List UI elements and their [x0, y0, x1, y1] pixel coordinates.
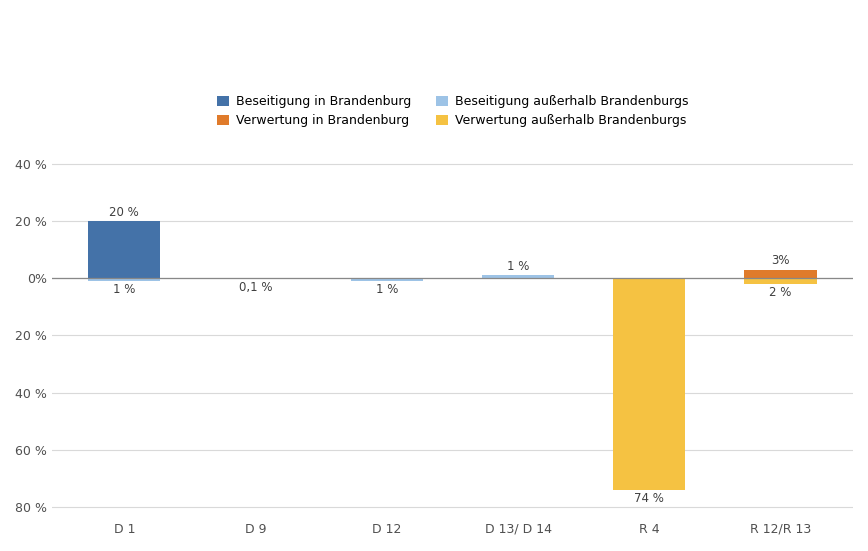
Bar [89, 221, 161, 278]
Text: 74 %: 74 % [635, 492, 664, 505]
Text: 1 %: 1 % [113, 283, 135, 296]
Bar [482, 276, 554, 278]
Text: 1 %: 1 % [376, 283, 398, 296]
Legend: Beseitigung in Brandenburg, Verwertung in Brandenburg, Beseitigung außerhalb Bra: Beseitigung in Brandenburg, Verwertung i… [212, 90, 693, 132]
Bar [351, 278, 423, 281]
Bar [89, 278, 161, 281]
Text: 1 %: 1 % [507, 260, 529, 273]
Bar [745, 270, 817, 278]
Text: 2 %: 2 % [769, 287, 792, 299]
Bar [613, 278, 686, 490]
Text: 20 %: 20 % [109, 206, 139, 219]
Text: 0,1 %: 0,1 % [239, 281, 273, 294]
Text: 3%: 3% [772, 255, 790, 267]
Bar [745, 278, 817, 284]
